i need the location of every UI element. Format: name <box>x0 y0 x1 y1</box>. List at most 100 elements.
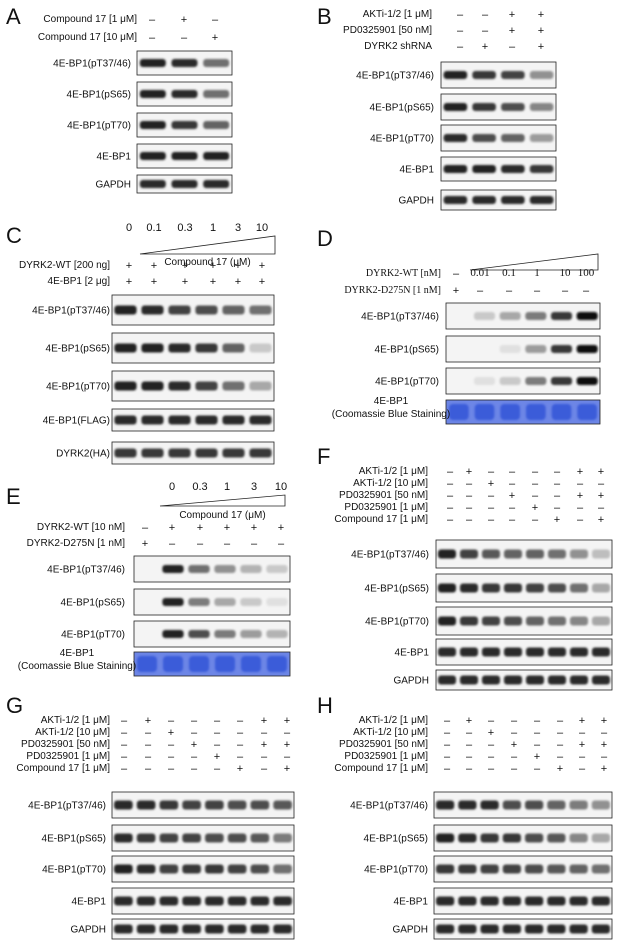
condition-sign: – <box>534 285 541 297</box>
blot-label: 4E-BP1(pT37/46) <box>28 801 106 812</box>
blot-band <box>182 833 201 843</box>
blot-strip: 4E-BP1(pT37/46) <box>356 61 557 89</box>
condition-sign: – <box>237 751 244 763</box>
blot-band <box>266 598 288 606</box>
dose-value: 10 <box>275 481 287 493</box>
condition-sign: – <box>506 285 513 297</box>
condition-sign: + <box>259 260 265 272</box>
blot-band <box>141 305 164 315</box>
blot-strip: 4E-BP1(pS65) <box>42 824 295 852</box>
condition-sign: – <box>142 522 149 534</box>
blot-band <box>472 196 496 204</box>
condition-sign: + <box>169 522 175 534</box>
blot-band <box>188 630 210 638</box>
blot-band <box>501 196 525 204</box>
blot-band <box>437 675 457 685</box>
condition-sign: + <box>151 276 157 288</box>
blot-band <box>547 896 566 906</box>
blot-band <box>473 377 496 385</box>
blot-band <box>569 924 588 934</box>
condition-sign: + <box>598 466 604 478</box>
blot-band <box>227 800 247 810</box>
blot-band <box>525 377 547 385</box>
condition-sign: + <box>579 739 585 751</box>
condition-sign: + <box>251 522 257 534</box>
blot-band <box>472 165 496 173</box>
blot-label: 4E-BP1(pT37/46) <box>350 801 428 812</box>
condition-sign: + <box>259 276 265 288</box>
blot-strip: 4E-BP1 <box>394 887 613 915</box>
condition-sign: + <box>126 260 132 272</box>
condition-sign: – <box>214 739 221 751</box>
blot-frame <box>111 370 275 402</box>
stain-label: 4E-BP1 <box>374 396 409 407</box>
blot-strip: 4E-BP1(pT37/46) <box>28 791 295 819</box>
condition-sign: + <box>235 260 241 272</box>
blot-band <box>525 583 545 593</box>
condition-label: AKTi-1/2 [10 μM] <box>353 727 428 738</box>
blot-band <box>240 598 262 606</box>
blot-band <box>159 924 179 934</box>
condition-sign: – <box>466 763 473 775</box>
blot-band <box>136 833 156 843</box>
blot-band <box>458 924 477 934</box>
blot-frame <box>445 302 601 330</box>
blot-strip: GAPDH <box>392 918 613 940</box>
condition-sign: + <box>212 32 218 44</box>
stain-band <box>526 404 546 420</box>
condition-label: PD0325901 [1 μM] <box>344 751 428 762</box>
blot-band <box>250 800 270 810</box>
blot-band <box>525 312 547 320</box>
condition-sign: + <box>145 715 151 727</box>
condition-label: PD0325901 [50 nM] <box>339 490 428 501</box>
condition-label: DYRK2-WT [10 nM] <box>37 522 125 533</box>
blot-band <box>136 864 156 874</box>
condition-sign: – <box>577 478 584 490</box>
blot-band <box>436 833 455 843</box>
condition-sign: – <box>488 739 495 751</box>
blot-band <box>162 565 184 573</box>
blot-band <box>503 616 523 626</box>
blot-band <box>437 583 457 593</box>
condition-sign: + <box>261 715 267 727</box>
blot-strip: 4E-BP1(pS65) <box>365 573 613 603</box>
stain-band <box>137 656 157 672</box>
blot-band <box>195 415 218 425</box>
blot-band <box>525 549 545 559</box>
blot-band <box>591 864 610 874</box>
condition-sign: + <box>284 763 290 775</box>
blot-band <box>443 165 468 173</box>
dose-wedge <box>469 253 599 271</box>
blot-band <box>459 583 479 593</box>
blot-band <box>222 381 245 391</box>
blot-band <box>139 59 166 67</box>
panel-e: E 0 0.3 1 3 10 Compound 17 (μM) DYRK2-WT [10 nM… <box>6 481 291 677</box>
blot-band <box>569 549 589 559</box>
blot-band <box>273 896 292 906</box>
condition-sign: – <box>191 763 198 775</box>
condition-sign: + <box>235 276 241 288</box>
condition-sign: + <box>601 739 607 751</box>
blot-band <box>214 630 236 638</box>
blot-band <box>250 924 270 934</box>
blot-label: 4E-BP1(pT70) <box>375 377 439 388</box>
condition-sign: + <box>261 739 267 751</box>
blot-band <box>529 103 554 111</box>
panel-a: A Compound 17 [1 μM] – + – Compound 17 [10 μM… <box>6 4 233 194</box>
blot-band <box>437 647 457 657</box>
stain-band <box>577 404 597 420</box>
blot-band <box>499 377 521 385</box>
condition-sign: + <box>181 14 187 26</box>
condition-sign: + <box>488 478 494 490</box>
condition-sign: – <box>212 14 219 26</box>
blot-label: 4E-BP1(pT70) <box>67 121 131 132</box>
condition-sign: + <box>466 466 472 478</box>
blot-band <box>249 415 272 425</box>
condition-sign: + <box>577 466 583 478</box>
blot-band <box>195 305 218 315</box>
blot-band <box>114 896 133 906</box>
blot-band <box>473 312 496 320</box>
blot-strip: 4E-BP1(pS65) <box>67 81 233 107</box>
condition-sign: – <box>447 466 454 478</box>
blot-band <box>547 549 567 559</box>
